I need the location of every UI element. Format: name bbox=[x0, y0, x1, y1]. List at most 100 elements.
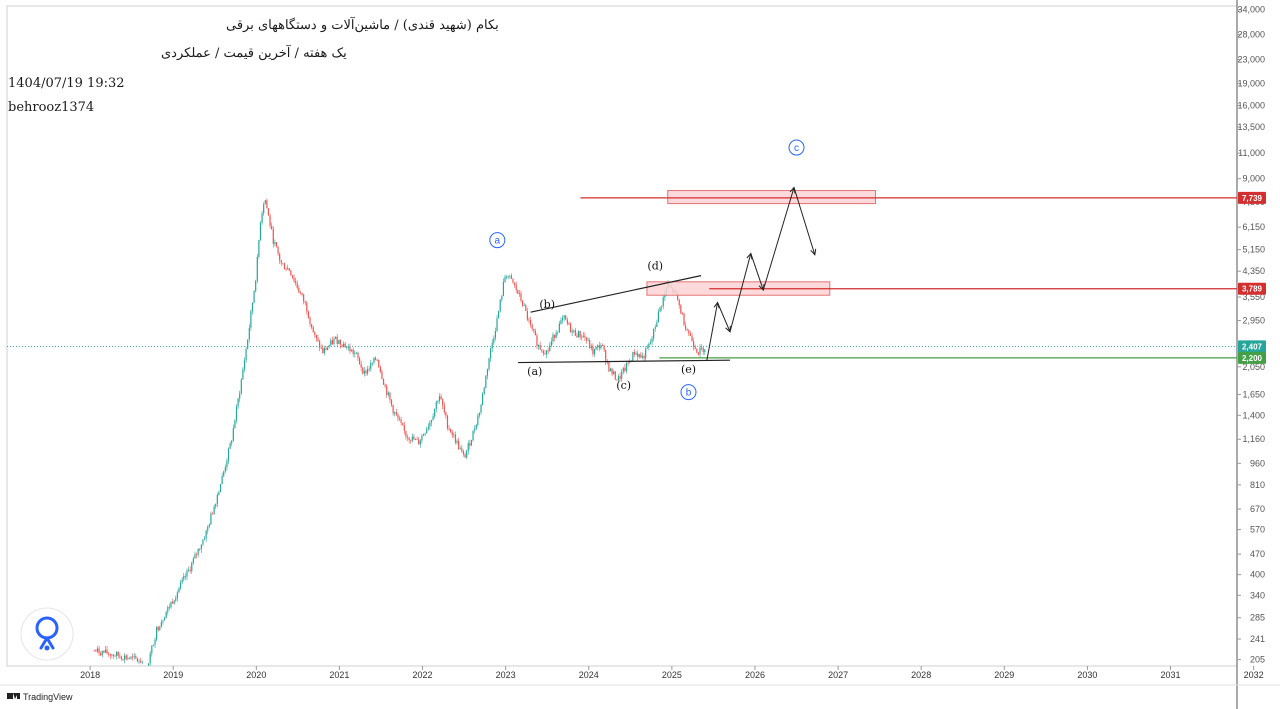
wave-label: (b) bbox=[539, 298, 555, 311]
candle-body bbox=[502, 281, 505, 297]
candle-body bbox=[263, 204, 265, 214]
candle-body bbox=[528, 319, 530, 321]
candle-body bbox=[317, 338, 319, 341]
time-tick-label: 2027 bbox=[828, 670, 848, 680]
candle-body bbox=[485, 375, 487, 388]
support-price-tag-label: 2,200 bbox=[1242, 354, 1263, 363]
candle-body bbox=[589, 340, 591, 349]
candle-body bbox=[509, 275, 511, 277]
time-tick-label: 2021 bbox=[329, 670, 349, 680]
candle-body bbox=[275, 242, 278, 247]
time-tick-label: 2025 bbox=[662, 670, 682, 680]
drawings-layer[interactable]: (a) (b) (c) (d) (e) a b c bbox=[489, 139, 1237, 401]
candle-body bbox=[240, 379, 242, 394]
symbol-title: بکام (شهید قندی) / ماشین‌آلات و دستگاهها… bbox=[226, 16, 499, 33]
candle-body bbox=[309, 317, 311, 325]
candle-body bbox=[466, 451, 468, 458]
candle-body bbox=[379, 367, 381, 372]
candle-body bbox=[216, 494, 218, 504]
candle-body bbox=[195, 554, 198, 556]
candle-body bbox=[163, 618, 166, 621]
candle-body bbox=[291, 275, 294, 278]
candle-body bbox=[171, 602, 174, 604]
candle-body bbox=[378, 360, 380, 368]
candle-body bbox=[295, 281, 297, 284]
projection-arrowhead bbox=[758, 284, 765, 292]
wave-circle-label: b bbox=[686, 388, 692, 399]
candle-body bbox=[165, 612, 167, 619]
candle-body bbox=[421, 435, 423, 441]
candle-body bbox=[293, 277, 295, 282]
candle-body bbox=[132, 656, 134, 658]
candle-body bbox=[285, 269, 287, 270]
candle-body bbox=[693, 341, 695, 347]
price-tick-label: 16,000 bbox=[1237, 101, 1265, 111]
candle-body bbox=[419, 440, 421, 445]
candle-body bbox=[426, 429, 428, 434]
candle-body bbox=[311, 324, 313, 328]
projection-segment bbox=[717, 302, 731, 333]
candle-body bbox=[474, 428, 476, 431]
candle-body bbox=[410, 440, 412, 441]
candle-body bbox=[181, 579, 183, 583]
price-zone-rect bbox=[667, 190, 876, 205]
candle-body bbox=[106, 649, 108, 654]
candle-body bbox=[327, 347, 329, 351]
candle-body bbox=[395, 412, 397, 415]
tradingview-logo-icon[interactable] bbox=[7, 693, 20, 699]
candle-body bbox=[93, 650, 95, 652]
projection-segment bbox=[793, 187, 816, 255]
candle-body bbox=[504, 276, 506, 282]
price-axis[interactable]: 34,000 28,000 23,000 19,000 16,000 13,500 11,0… bbox=[1237, 5, 1266, 665]
candle-body bbox=[558, 323, 560, 332]
author-text: behrooz1374 bbox=[8, 100, 94, 115]
candle-body bbox=[402, 422, 404, 426]
candle-body bbox=[609, 368, 612, 372]
last-price-tag-label: 2,407 bbox=[1242, 342, 1263, 351]
candle-body bbox=[112, 654, 115, 656]
price-tick-label: 400 bbox=[1250, 570, 1265, 580]
price-tick-label: 570 bbox=[1250, 525, 1265, 535]
candle-body bbox=[127, 658, 129, 659]
time-axis[interactable]: 2018 2019 2020 2021 2022 2023 2024 2025 2026 2027… bbox=[80, 666, 1264, 680]
candle-body bbox=[697, 352, 699, 355]
candle-body bbox=[483, 387, 485, 394]
brand-logo-icon[interactable] bbox=[20, 607, 74, 661]
candle-body bbox=[544, 353, 546, 355]
candle-body bbox=[183, 576, 185, 580]
candle-body bbox=[627, 362, 629, 364]
candle-body bbox=[264, 200, 266, 205]
time-tick-label: 2023 bbox=[496, 670, 516, 680]
candle-body bbox=[424, 433, 426, 435]
candle-body bbox=[247, 339, 249, 349]
candle-body bbox=[205, 530, 207, 539]
candle-body bbox=[661, 306, 663, 308]
candle-body bbox=[330, 340, 332, 346]
candle-body bbox=[699, 347, 701, 355]
candle-body bbox=[517, 289, 519, 294]
candle-body bbox=[593, 348, 596, 355]
candle-body bbox=[323, 348, 326, 354]
candle-body bbox=[200, 544, 202, 550]
candle-body bbox=[446, 415, 449, 429]
wave-label: (a) bbox=[527, 365, 542, 378]
candle-body bbox=[464, 454, 466, 458]
candle-body bbox=[117, 651, 119, 656]
candle-body bbox=[179, 582, 182, 589]
candle-body bbox=[231, 440, 233, 444]
candle-body bbox=[513, 282, 516, 285]
candle-body bbox=[624, 367, 626, 371]
candle-body bbox=[418, 439, 420, 445]
price-tick-label: 6,150 bbox=[1242, 222, 1265, 232]
candle-body bbox=[211, 513, 214, 515]
candle-body bbox=[427, 426, 429, 430]
time-tick-label: 2028 bbox=[911, 670, 931, 680]
candle-body bbox=[683, 313, 685, 326]
candle-body bbox=[186, 570, 188, 577]
candle-body bbox=[259, 222, 262, 240]
candle-body bbox=[277, 246, 279, 254]
candle-body bbox=[582, 335, 584, 338]
candle-body bbox=[149, 653, 151, 664]
price-tick-label: 1,400 bbox=[1242, 410, 1265, 420]
